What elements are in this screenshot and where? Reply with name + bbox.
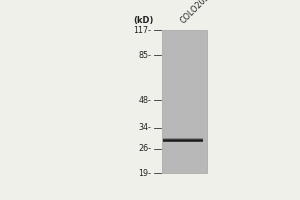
- Bar: [163, 140, 203, 142]
- Text: 48-: 48-: [139, 96, 152, 105]
- Bar: [163, 138, 203, 140]
- Text: 26-: 26-: [138, 144, 152, 153]
- Bar: [163, 141, 203, 142]
- Text: (kD): (kD): [134, 16, 154, 25]
- Text: 85-: 85-: [138, 51, 152, 60]
- Bar: [162, 30, 207, 173]
- Text: 34-: 34-: [139, 123, 152, 132]
- Text: 117-: 117-: [134, 26, 152, 35]
- Bar: [163, 140, 203, 141]
- Text: 19-: 19-: [138, 169, 152, 178]
- Bar: [163, 139, 203, 140]
- Text: COLO205: COLO205: [178, 0, 211, 26]
